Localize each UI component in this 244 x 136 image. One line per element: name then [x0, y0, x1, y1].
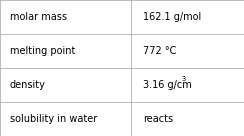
Text: density: density: [10, 80, 46, 90]
Text: 3: 3: [181, 76, 185, 82]
Text: solubility in water: solubility in water: [10, 114, 97, 124]
Text: reacts: reacts: [143, 114, 173, 124]
Text: melting point: melting point: [10, 46, 75, 56]
Text: molar mass: molar mass: [10, 12, 67, 22]
Text: 772 °C: 772 °C: [143, 46, 176, 56]
Text: 3.16 g/cm: 3.16 g/cm: [143, 80, 192, 90]
Text: 162.1 g/mol: 162.1 g/mol: [143, 12, 201, 22]
